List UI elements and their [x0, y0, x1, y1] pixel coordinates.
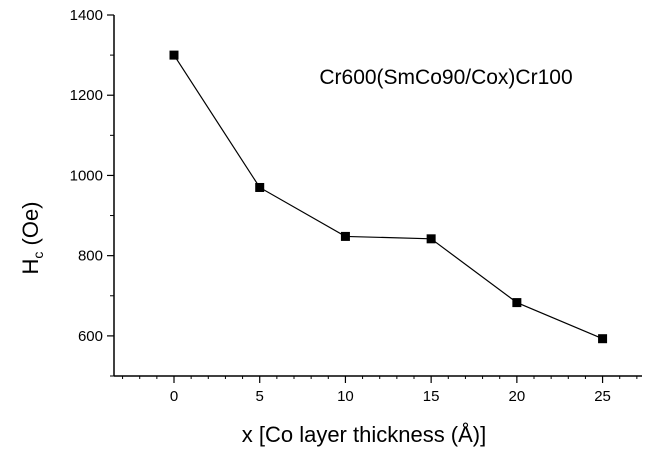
- data-point: [426, 234, 436, 244]
- x-ticks: 0 5 10 15 20 25: [122, 376, 638, 405]
- y-ticks: 600 800 1000 1200 1400: [70, 7, 114, 377]
- series-line: [173, 54, 603, 340]
- x-tick-label: 25: [594, 388, 611, 405]
- annotation: Cr600(SmCo90/Cox)Cr100: [319, 66, 572, 89]
- x-tick-label: 20: [509, 388, 526, 405]
- y-tick-label: 600: [78, 328, 103, 345]
- x-tick-label: 10: [337, 388, 354, 405]
- x-tick-label: 0: [170, 388, 178, 405]
- data-point: [512, 298, 522, 308]
- y-axis-title-suffix: (Oe): [18, 201, 43, 251]
- x-axis-title: x [Co layer thickness (Å)]: [242, 422, 487, 447]
- y-tick-label: 1000: [70, 167, 103, 184]
- y-tick-label: 800: [78, 248, 103, 265]
- y-tick-label: 1400: [70, 7, 103, 24]
- y-axis-title-subscript: c: [30, 252, 46, 259]
- axes: [113, 15, 642, 377]
- x-tick-label: 5: [256, 388, 264, 405]
- x-tick-label: 15: [423, 388, 440, 405]
- data-point: [255, 182, 265, 192]
- data-point: [598, 334, 608, 344]
- y-axis-title: Hc (Oe): [18, 201, 46, 274]
- y-tick-label: 1200: [70, 87, 103, 104]
- data-point: [169, 50, 179, 60]
- data-markers: [169, 50, 608, 344]
- data-point: [340, 231, 350, 241]
- y-axis-title-main: H: [18, 259, 43, 275]
